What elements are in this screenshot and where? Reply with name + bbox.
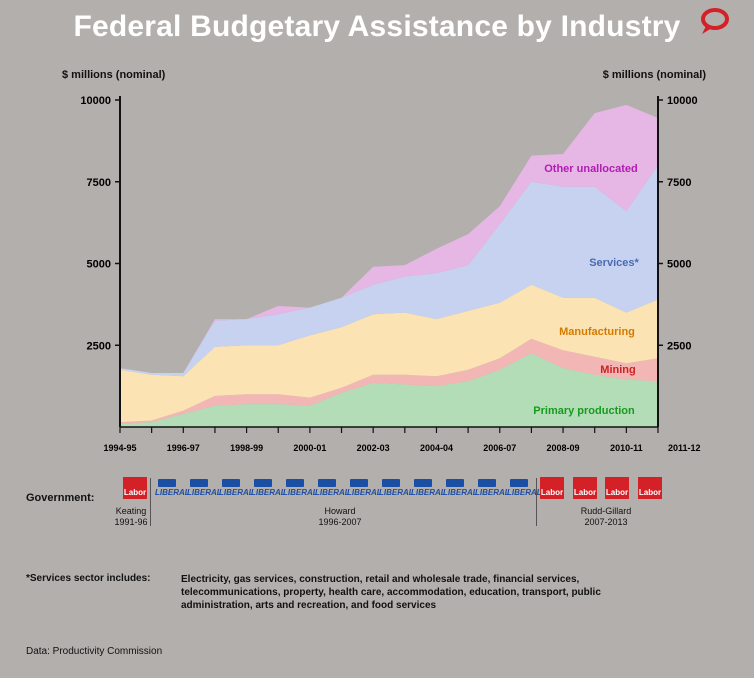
party-badge-label: Labor [605, 488, 629, 497]
liberal-party-badge: LIBERAL [411, 477, 446, 499]
period-years: 1996-2007 [318, 517, 362, 527]
liberal-flag-icon [414, 479, 432, 487]
party-badge-label: LIBERAL [411, 488, 446, 497]
y-tick-label-left: 5000 [87, 259, 111, 271]
y-tick-label-left: 2500 [87, 340, 111, 352]
party-badge-label: LIBERAL [507, 488, 542, 497]
x-tick-label: 1994-95 [103, 443, 136, 453]
speech-bubble-icon [701, 8, 729, 34]
series-label: Mining [600, 364, 635, 376]
x-tick-label: 1996-97 [167, 443, 200, 453]
y-tick-label-right: 2500 [667, 340, 691, 352]
liberal-party-badge: LIBERAL [315, 477, 350, 499]
liberal-flag-icon [222, 479, 240, 487]
liberal-party-badge: LIBERAL [187, 477, 222, 499]
liberal-party-badge: LIBERAL [219, 477, 254, 499]
series-label: Primary production [533, 405, 635, 417]
x-tick-label: 2000-01 [293, 443, 326, 453]
chart-title: Federal Budgetary Assistance by Industry [73, 10, 681, 43]
party-badge-label: Labor [540, 488, 564, 497]
liberal-flag-icon [318, 479, 336, 487]
party-badge-label: LIBERAL [315, 488, 350, 497]
liberal-flag-icon [254, 479, 272, 487]
party-badge-label: Labor [573, 488, 597, 497]
party-badge-label: LIBERAL [155, 488, 190, 497]
period-name: Rudd-Gillard [580, 506, 632, 516]
liberal-flag-icon [286, 479, 304, 487]
liberal-flag-icon [190, 479, 208, 487]
x-tick-label: 2011-12 [668, 443, 701, 453]
area-series-primary-production [120, 353, 658, 427]
government-period-rudd-gillard: Rudd-Gillard 2007-2013 [566, 506, 646, 528]
services-note-text: Electricity, gas services, construction,… [181, 574, 601, 611]
area-chart: 2500 2500 5000 5000 7500 7500 10000 10000 1994-9… [80, 95, 701, 453]
party-badge-label: LIBERAL [283, 488, 318, 497]
liberal-party-badge: LIBERAL [283, 477, 318, 499]
government-divider [536, 478, 537, 526]
period-name: Keating [115, 506, 147, 516]
labor-party-badge: Labor [638, 477, 662, 499]
labor-party-badge: Labor [605, 477, 629, 499]
labor-party-badge: Labor [573, 477, 597, 499]
x-tick-label: 2006-07 [483, 443, 516, 453]
period-name: Howard [324, 506, 356, 516]
area-series-mining [120, 338, 658, 424]
services-note-label: *Services sector includes: [26, 573, 151, 584]
x-tick-label: 2004-04 [420, 443, 453, 453]
government-period-keating: Keating 1991-96 [108, 506, 154, 528]
liberal-party-badge: LIBERAL [475, 477, 510, 499]
liberal-party-badge: LIBERAL [251, 477, 286, 499]
liberal-flag-icon [446, 479, 464, 487]
series-label: Other unallocated [544, 163, 638, 175]
area-series-services [120, 165, 658, 377]
liberal-flag-icon [158, 479, 176, 487]
party-badge-label: LIBERAL [187, 488, 222, 497]
y-tick-label-right: 10000 [667, 95, 698, 107]
party-badge-label: Labor [123, 488, 147, 497]
series-label: Manufacturing [559, 326, 635, 338]
party-badge-label: LIBERAL [347, 488, 382, 497]
series-label: Services* [589, 257, 639, 269]
liberal-flag-icon [510, 479, 528, 487]
government-period-howard: Howard 1996-2007 [300, 506, 380, 528]
liberal-party-badge: LIBERAL [155, 477, 190, 499]
period-years: 2007-2013 [584, 517, 628, 527]
y-tick-label-right: 5000 [667, 259, 691, 271]
y-axis-label-right: $ millions (nominal) [602, 69, 706, 81]
liberal-party-badge: LIBERAL [443, 477, 478, 499]
party-badge-label: LIBERAL [443, 488, 478, 497]
party-badge-label: LIBERAL [379, 488, 414, 497]
period-years: 1991-96 [114, 517, 148, 527]
area-series-other-unallocated [120, 104, 658, 374]
labor-party-badge: Labor [123, 477, 147, 499]
y-tick-label-left: 7500 [87, 177, 111, 189]
x-tick-label: 2002-03 [357, 443, 390, 453]
liberal-flag-icon [350, 479, 368, 487]
liberal-flag-icon [478, 479, 496, 487]
x-tick-label: 2010-11 [610, 443, 643, 453]
liberal-party-badge: LIBERAL [507, 477, 542, 499]
party-badge-label: LIBERAL [219, 488, 254, 497]
government-divider [150, 478, 151, 526]
y-tick-label-left: 10000 [80, 95, 111, 107]
liberal-party-badge: LIBERAL [347, 477, 382, 499]
labor-party-badge: Labor [540, 477, 564, 499]
liberal-party-badge: LIBERAL [379, 477, 414, 499]
liberal-flag-icon [382, 479, 400, 487]
y-axis-label-left: $ millions (nominal) [62, 69, 166, 81]
party-badge-label: LIBERAL [251, 488, 286, 497]
x-tick-label: 2008-09 [547, 443, 580, 453]
data-source: Data: Productivity Commission [26, 646, 163, 657]
government-label: Government: [26, 492, 95, 504]
party-badge-label: Labor [638, 488, 662, 497]
y-tick-label-right: 7500 [667, 177, 691, 189]
x-tick-label: 1998-99 [230, 443, 263, 453]
area-series-manufacturing [120, 284, 658, 423]
party-badge-label: LIBERAL [475, 488, 510, 497]
